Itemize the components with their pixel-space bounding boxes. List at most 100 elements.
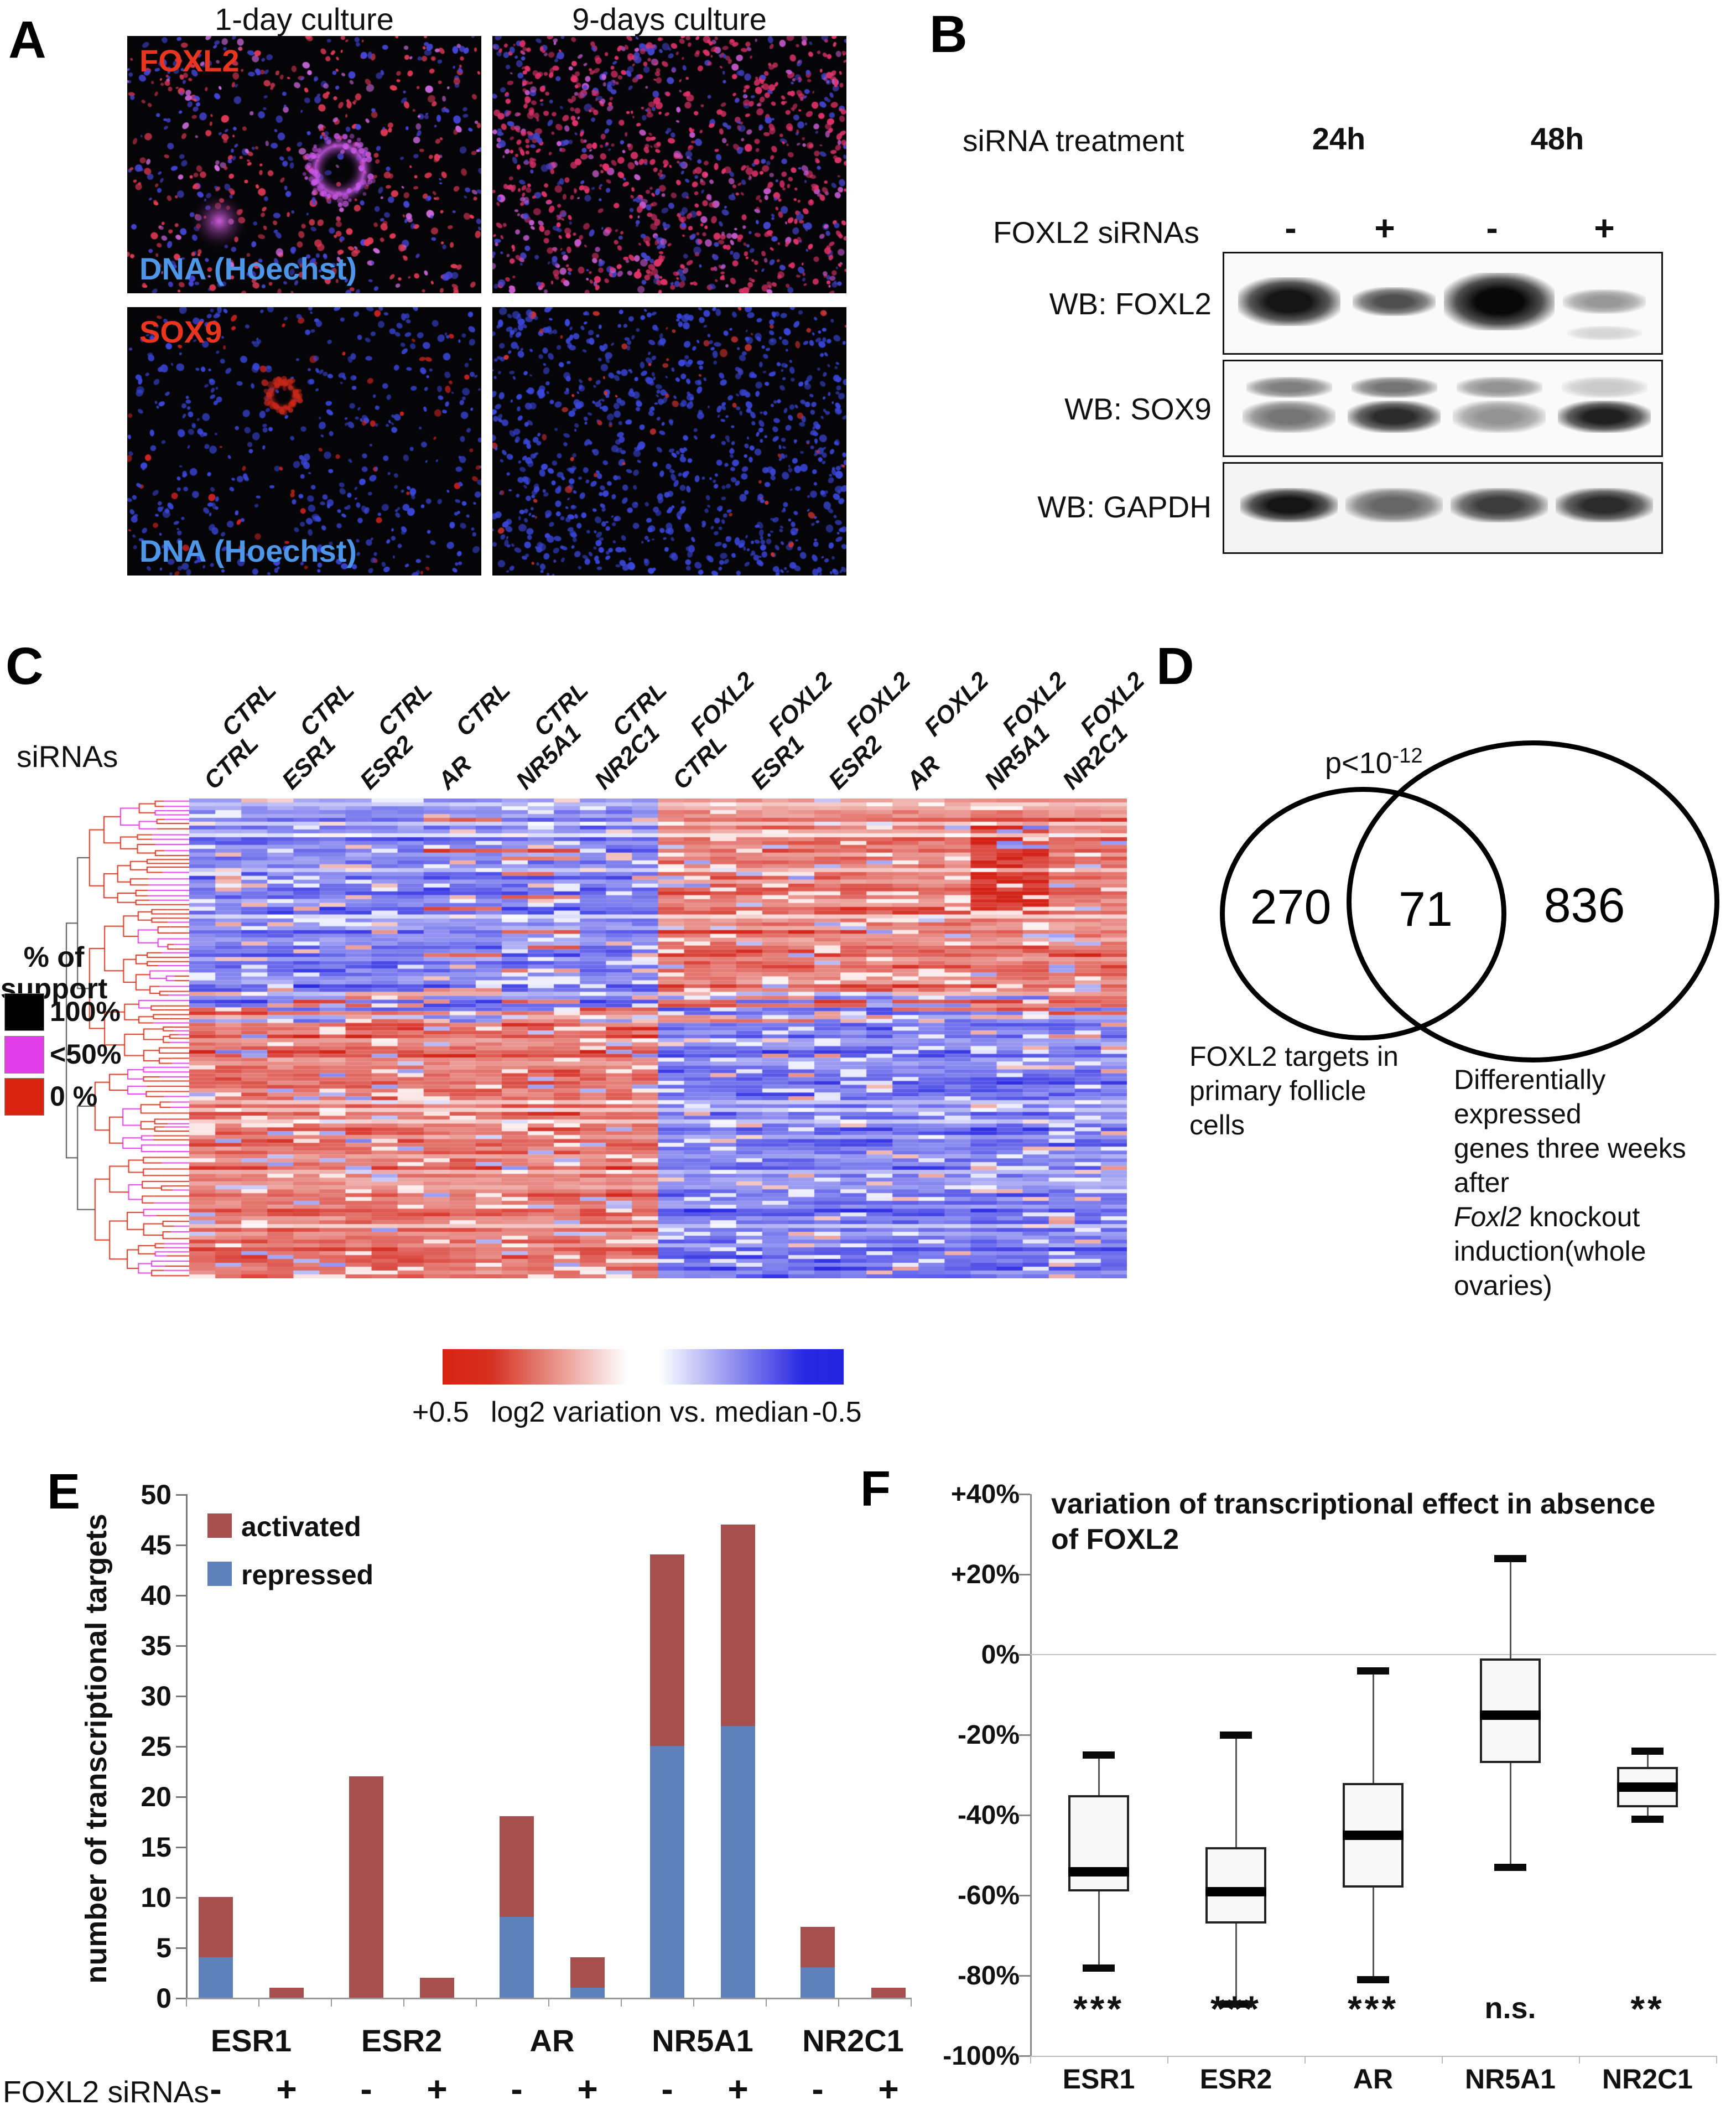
heatmap-col-1-sirna: ESR1 bbox=[277, 730, 341, 795]
micrograph-foxl2-9days bbox=[492, 36, 846, 293]
band-foxl2-lane0 bbox=[1238, 277, 1340, 326]
panel-e-sign-AR-plus: + bbox=[577, 2069, 598, 2109]
panel-f-whisker-lower-ESR2 bbox=[1235, 1923, 1237, 2004]
panel-f-cap-lower-AR bbox=[1357, 1976, 1389, 1984]
panel-f-xtick-3 bbox=[1442, 2056, 1443, 2064]
venn-left-label: FOXL2 targets in primary follicle cells bbox=[1189, 1039, 1399, 1142]
timepoint-48h: 48h bbox=[1530, 121, 1584, 156]
colorbar-caption: log2 variation vs. median bbox=[491, 1396, 809, 1428]
panel-e-bar-AR-minus-activated bbox=[500, 1816, 534, 1917]
panel-f-ytick-label-6: -80% bbox=[957, 1961, 1020, 1990]
panel-f-category-NR5A1: NR5A1 bbox=[1465, 2064, 1556, 2095]
panel-f-cap-upper-ESR1 bbox=[1083, 1751, 1115, 1759]
panel-e-bar-AR-plus-activated bbox=[570, 1957, 605, 1988]
venn-right-label-line2: genes three weeks after bbox=[1454, 1133, 1686, 1198]
heatmap-col-6-group: FOXL2 bbox=[684, 667, 760, 742]
panel-f-cap-lower-NR5A1 bbox=[1494, 1864, 1526, 1872]
panel-e-ytick-25 bbox=[176, 1746, 186, 1748]
venn-left-count: 270 bbox=[1250, 879, 1332, 934]
panel-a-header-9days: 9-days culture bbox=[572, 2, 767, 37]
panel-f-ytick-4 bbox=[1019, 1815, 1030, 1816]
panel-e-letter: E bbox=[47, 1464, 81, 1520]
panel-e-ytick-15 bbox=[176, 1847, 186, 1848]
panel-e-sign-NR2C1-plus: + bbox=[878, 2069, 899, 2109]
panel-e-bar-NR2C1-plus-activated bbox=[871, 1988, 906, 1998]
lane-sign-2: - bbox=[1486, 208, 1498, 248]
band-foxl2-lane1 bbox=[1353, 287, 1436, 316]
venn-right-label-line1: Differentially expressed bbox=[1454, 1064, 1606, 1129]
panel-e-ytick-label-10: 10 bbox=[141, 1882, 171, 1913]
panel-e-sign-NR5A1-minus: - bbox=[661, 2069, 673, 2109]
venn-right-label-line4: induction(whole ovaries) bbox=[1454, 1236, 1646, 1301]
panel-f-ytick-3 bbox=[1019, 1734, 1030, 1736]
panel-f-category-AR: AR bbox=[1353, 2064, 1394, 2095]
panel-f-category-NR2C1: NR2C1 bbox=[1602, 2064, 1693, 2095]
heatmap-col-1-group: CTRL bbox=[294, 676, 360, 742]
panel-e-ytick-label-35: 35 bbox=[141, 1630, 171, 1661]
panel-e-category-NR5A1: NR5A1 bbox=[652, 2023, 753, 2058]
support-legend-title-1: % of bbox=[23, 941, 85, 973]
panel-e-xtick-2 bbox=[331, 1998, 332, 2007]
micrograph-foxl2-9days-canvas bbox=[492, 36, 846, 293]
venn-left-label-line3: cells bbox=[1189, 1110, 1245, 1141]
panel-e-bar-AR-minus-repressed bbox=[500, 1917, 534, 1998]
panel-f-ytick-1 bbox=[1019, 1574, 1030, 1575]
panel-f-box-ESR1 bbox=[1068, 1795, 1129, 1891]
panel-e-ytick-20 bbox=[176, 1796, 186, 1798]
band-gapdh-lane3 bbox=[1556, 488, 1653, 522]
heatmap-col-9-sirna: AR bbox=[901, 750, 945, 795]
wb-foxl2-label: WB: FOXL2 bbox=[1049, 287, 1212, 321]
panel-e-sign-ESR2-minus: - bbox=[360, 2069, 372, 2109]
panel-e-xtick-10 bbox=[911, 1998, 912, 2007]
panel-e-ytick-5 bbox=[176, 1947, 186, 1949]
band-sox9-lower-lane1 bbox=[1348, 401, 1441, 433]
venn-pvalue-base: p<10 bbox=[1325, 747, 1392, 780]
panel-e-sign-ESR1-plus: + bbox=[276, 2069, 297, 2109]
panel-f-xtick-1 bbox=[1167, 2056, 1168, 2064]
panel-f-xtick-2 bbox=[1304, 2056, 1306, 2064]
panel-f-box-ESR2 bbox=[1205, 1847, 1266, 1924]
panel-f-whisker-upper-ESR1 bbox=[1098, 1755, 1100, 1795]
panel-f-whisker-lower-NR2C1 bbox=[1647, 1807, 1649, 1819]
panel-f-title-line2: of FOXL2 bbox=[1051, 1523, 1179, 1556]
panel-f-median-NR2C1 bbox=[1617, 1782, 1678, 1792]
panel-e-legend-swatch-activated bbox=[207, 1513, 232, 1538]
panel-e-y-axis bbox=[186, 1494, 188, 1999]
panel-e-bar-ESR1-minus-activated bbox=[199, 1897, 233, 1957]
panel-f-ytick-label-1: +20% bbox=[950, 1560, 1020, 1589]
micrograph-foxl2-1day-canvas bbox=[127, 36, 481, 293]
panel-f-significance-AR: *** bbox=[1347, 1988, 1399, 2029]
panel-f-ytick-label-4: -40% bbox=[957, 1801, 1020, 1830]
panel-e-ytick-30 bbox=[176, 1696, 186, 1697]
heatmap-col-2-group: CTRL bbox=[372, 676, 438, 742]
panel-e-xtick-9 bbox=[838, 1998, 839, 2007]
venn-right-label-foxl2-italic: Foxl2 bbox=[1454, 1201, 1522, 1232]
panel-e-xtick-0 bbox=[186, 1998, 187, 2007]
band-sox9-lower-lane3 bbox=[1558, 401, 1651, 433]
heatmap-col-8-sirna: ESR2 bbox=[823, 730, 888, 795]
venn-overlap-count: 71 bbox=[1399, 882, 1453, 936]
panel-e-xtick-7 bbox=[693, 1998, 694, 2007]
panel-e-xtick-4 bbox=[476, 1998, 477, 2007]
heatmap-col-7-group: FOXL2 bbox=[763, 667, 838, 742]
band-gapdh-lane1 bbox=[1345, 488, 1443, 522]
colorbar-max-label: +0.5 bbox=[412, 1396, 469, 1428]
band-sox9-upper-lane1 bbox=[1351, 377, 1437, 398]
panel-e-ylabel: number of transcriptional targets bbox=[80, 1513, 113, 1984]
colorbar-min-label: -0.5 bbox=[812, 1396, 862, 1428]
panel-f-ytick-5 bbox=[1019, 1895, 1030, 1896]
panel-f-x-axis bbox=[1030, 2056, 1716, 2057]
support-legend-swatch-1 bbox=[4, 1036, 44, 1074]
venn-pvalue: p<10-12 bbox=[1325, 744, 1423, 780]
panel-e-ytick-label-50: 50 bbox=[141, 1479, 171, 1510]
panel-f-category-ESR1: ESR1 bbox=[1062, 2064, 1135, 2095]
band-sox9-upper-lane0 bbox=[1246, 377, 1332, 398]
panel-e-xtick-8 bbox=[766, 1998, 767, 2007]
panel-f-cap-lower-ESR2 bbox=[1220, 2000, 1252, 2008]
lane-sign-3: + bbox=[1594, 208, 1615, 248]
panel-f-ytick-label-2: 0% bbox=[981, 1640, 1020, 1670]
band-sox9-upper-lane3 bbox=[1561, 377, 1647, 398]
micrograph-foxl2-1day: FOXL2 DNA (Hoechst) bbox=[127, 36, 481, 293]
band-gapdh-lane2 bbox=[1451, 488, 1548, 522]
dna-hoechst-label: DNA (Hoechst) bbox=[139, 251, 357, 286]
